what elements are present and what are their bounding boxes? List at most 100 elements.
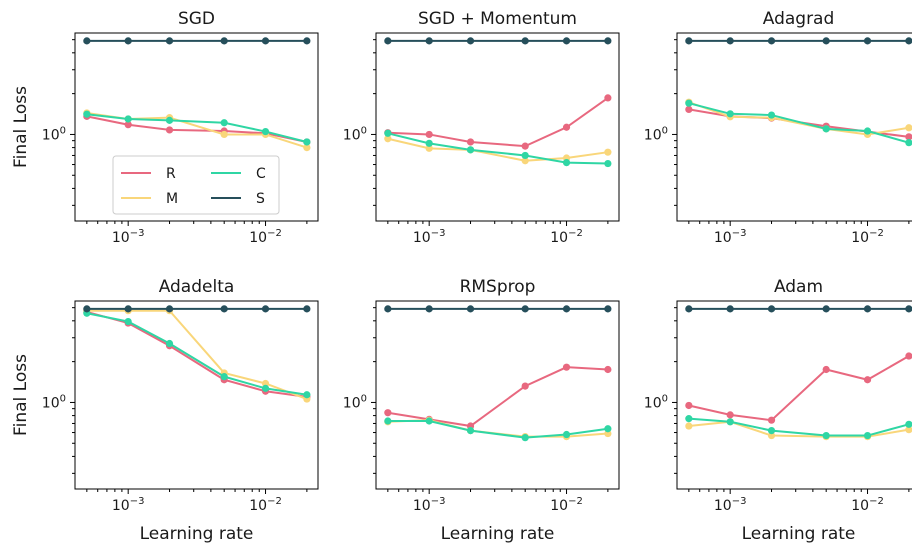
series-line-M [689,422,909,437]
x-tick-label: 10−2 [249,228,282,246]
x-tick-label: 10−3 [413,228,446,246]
subplot-5: Adam 10−3 10−2 100 Learning rate [644,277,912,544]
data-point-R [563,124,570,131]
series-line-R [87,312,307,397]
subplot-title: RMSprop [460,277,536,297]
data-point-C [221,373,228,380]
data-point-C [727,418,734,425]
y-axis-label: Final Loss [11,86,31,168]
subplot-plot-area [685,305,912,440]
y-tick-label: 100 [644,125,668,143]
data-point-C [864,127,871,134]
series-line-C [689,103,909,142]
series-line-M [87,311,307,399]
subplot-title: SGD [178,9,215,29]
data-point-C [563,431,570,438]
data-point-S [864,305,871,312]
data-point-S [563,305,570,312]
data-point-R [604,94,611,101]
series-line-M [689,102,909,134]
subplot-title: Adadelta [159,277,235,297]
subplot-plot-area [384,37,611,167]
y-tick-label: 100 [343,393,367,411]
data-point-R [522,143,529,150]
subplot-frame [376,33,619,221]
data-point-C [563,159,570,166]
data-point-S [864,37,871,44]
data-point-R [384,409,391,416]
data-point-C [426,140,433,147]
data-point-S [905,37,912,44]
data-point-C [467,427,474,434]
data-point-S [426,37,433,44]
data-point-S [727,305,734,312]
x-tick-label: 10−2 [550,496,583,514]
data-point-C [905,139,912,146]
x-tick-label: 10−3 [112,228,145,246]
data-point-C [125,318,132,325]
y-tick-label: 100 [42,393,66,411]
data-point-C [262,385,269,392]
data-point-C [83,111,90,118]
y-tick-label: 100 [644,393,668,411]
data-point-C [221,119,228,126]
subplot-title: Adam [774,277,823,297]
legend-label-R: R [166,166,176,182]
data-point-C [768,427,775,434]
data-point-S [83,37,90,44]
data-point-S [426,305,433,312]
data-point-R [864,376,871,383]
data-point-S [221,305,228,312]
data-point-S [125,305,132,312]
data-point-S [166,37,173,44]
data-point-S [905,305,912,312]
data-point-C [864,432,871,439]
x-tick-label: 10−3 [413,496,446,514]
data-point-S [768,37,775,44]
x-tick-label: 10−2 [851,228,884,246]
x-tick-label: 10−2 [550,228,583,246]
data-point-S [604,37,611,44]
data-point-C [522,152,529,159]
legend: RM CS [113,156,279,214]
data-point-S [384,305,391,312]
data-point-S [467,37,474,44]
data-point-M [905,124,912,131]
subplot-plot-area [83,305,310,402]
x-tick-label: 10−3 [714,496,747,514]
x-axis-label: Learning rate [140,524,254,544]
subplot-plot-area [384,305,611,441]
subplot-frame [677,33,912,221]
subplot-4: RMSprop 10−3 10−2 100 Learning rate [343,277,619,544]
data-point-R [426,131,433,138]
data-point-R [563,364,570,371]
x-tick-label: 10−3 [714,228,747,246]
data-point-S [685,37,692,44]
y-tick-label: 100 [343,125,367,143]
data-point-C [905,421,912,428]
y-tick-label: 100 [42,125,66,143]
data-point-S [823,37,830,44]
data-point-S [727,37,734,44]
data-point-S [563,37,570,44]
data-point-C [384,130,391,137]
legend-label-S: S [256,191,265,207]
subplot-2: Adagrad10−3 10−2100 [644,9,912,246]
data-point-C [604,160,611,167]
data-point-C [166,340,173,347]
data-point-S [262,305,269,312]
data-point-M [221,131,228,138]
y-axis-label: Final Loss [11,354,31,436]
data-point-C [303,391,310,398]
legend-label-C: C [256,166,266,182]
x-tick-label: 10−2 [249,496,282,514]
series-line-C [388,133,608,163]
subplot-plot-area [685,37,912,146]
data-point-C [727,110,734,117]
data-point-C [604,425,611,432]
data-point-S [522,305,529,312]
data-point-C [262,128,269,135]
x-axis-label: Learning rate [742,524,856,544]
x-axis-label: Learning rate [441,524,555,544]
